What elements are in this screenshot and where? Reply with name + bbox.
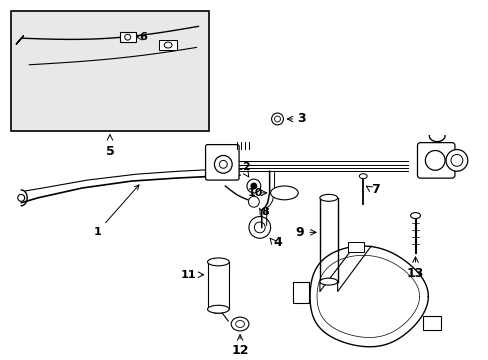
Bar	[159, 40, 177, 50]
Text: 7: 7	[370, 184, 379, 197]
Circle shape	[250, 183, 257, 189]
Text: 9: 9	[295, 226, 304, 239]
Ellipse shape	[445, 149, 467, 171]
Bar	[11, 10, 208, 131]
Text: 2: 2	[242, 162, 249, 172]
Text: 12: 12	[231, 344, 248, 357]
Ellipse shape	[231, 317, 248, 331]
Text: 10: 10	[247, 188, 262, 198]
Text: 8: 8	[261, 207, 269, 217]
Ellipse shape	[319, 194, 337, 201]
Text: 13: 13	[406, 267, 423, 280]
Ellipse shape	[450, 154, 462, 166]
Text: 3: 3	[297, 112, 305, 126]
FancyBboxPatch shape	[205, 145, 239, 180]
Ellipse shape	[319, 278, 337, 285]
Bar	[207, 262, 229, 309]
Bar	[348, 242, 364, 252]
Text: 1: 1	[93, 185, 139, 237]
Text: 11: 11	[180, 270, 195, 280]
Bar	[423, 316, 440, 330]
FancyBboxPatch shape	[417, 143, 454, 178]
Text: 5: 5	[105, 145, 114, 158]
Ellipse shape	[410, 213, 420, 219]
Ellipse shape	[207, 305, 229, 313]
Ellipse shape	[270, 186, 298, 200]
Ellipse shape	[359, 174, 366, 179]
Ellipse shape	[235, 320, 244, 328]
Text: 4: 4	[273, 236, 282, 249]
Ellipse shape	[207, 258, 229, 266]
Bar	[293, 282, 308, 303]
Text: 6: 6	[139, 32, 147, 42]
Ellipse shape	[164, 42, 172, 48]
Bar	[120, 32, 135, 42]
